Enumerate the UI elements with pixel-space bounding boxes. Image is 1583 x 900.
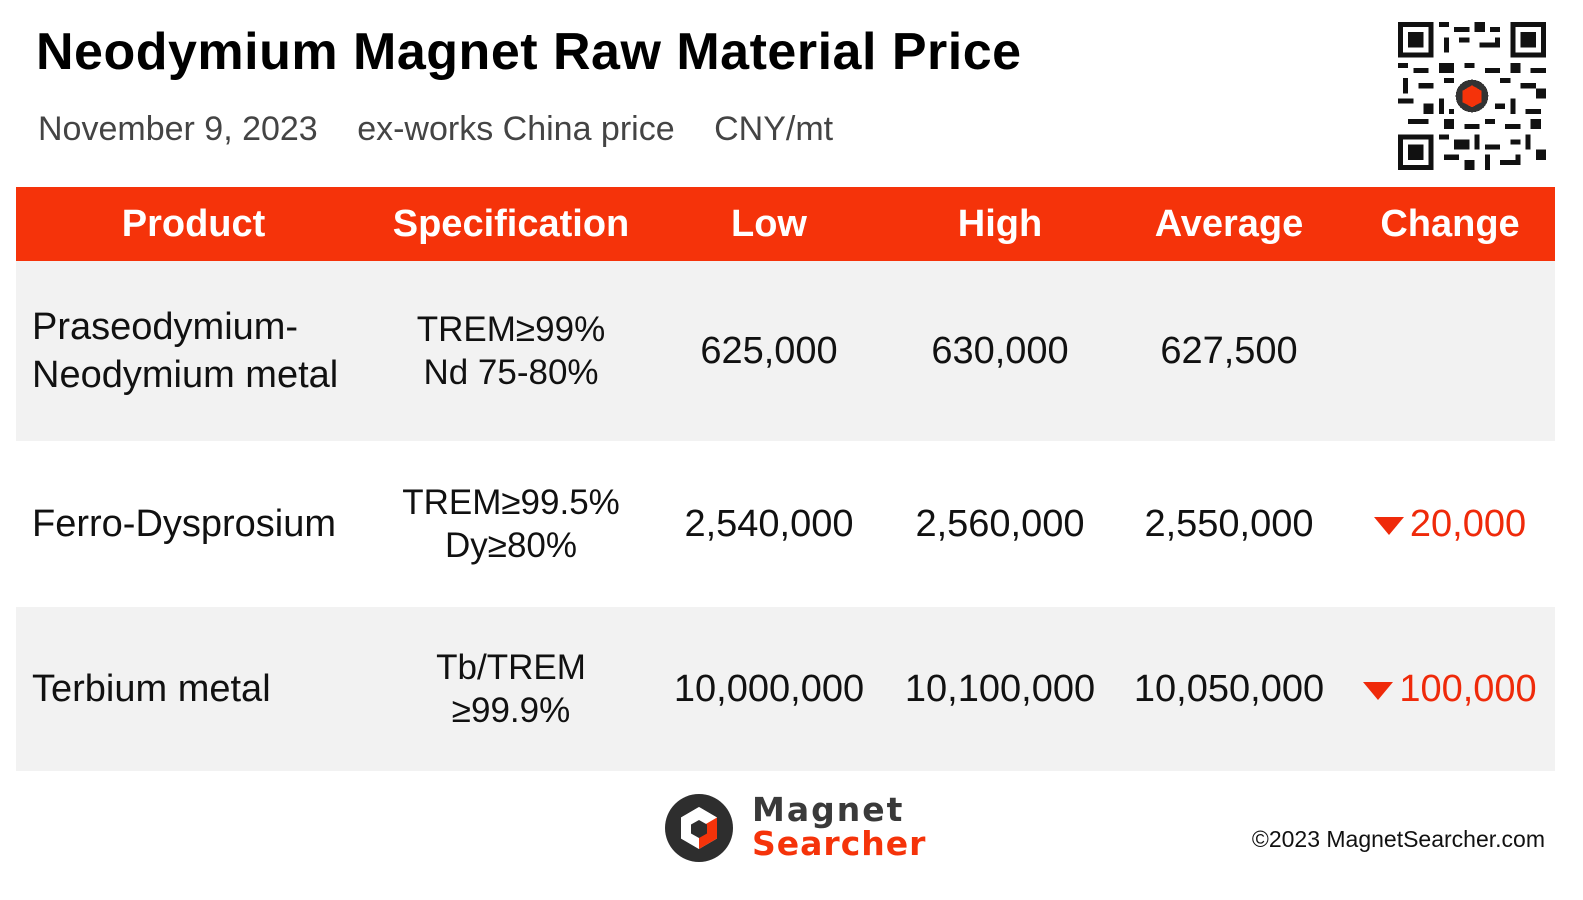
spec-line2: ≥99.9% <box>451 691 571 730</box>
product-cell: Terbium metal <box>16 665 371 713</box>
table-header: Product Specification Low High Average C… <box>16 187 1555 261</box>
spec-line1: Tb/TREM <box>436 648 586 687</box>
low-price-cell: 625,000 <box>700 329 838 372</box>
low-price-cell: 10,000,000 <box>673 667 865 710</box>
spec-line2: Dy≥80% <box>444 526 578 565</box>
average-price-cell: 2,550,000 <box>1144 502 1314 545</box>
logo-text-searcher: Searcher <box>752 824 927 863</box>
price-basis: ex-works China price <box>357 110 675 148</box>
product-name-line1: Praseodymium- <box>32 306 299 348</box>
subtitle: November 9, 2023 ex-works China price CN… <box>38 110 863 149</box>
high-price-cell: 630,000 <box>931 329 1069 372</box>
column-header-low: Low <box>731 202 807 245</box>
table-row: Terbium metal Tb/TREM ≥99.9% 10,000,000 … <box>16 607 1555 771</box>
triangle-down-icon <box>1373 517 1404 535</box>
spec-line1: TREM≥99% <box>416 310 606 349</box>
table-row: Ferro-Dysprosium TREM≥99.5% Dy≥80% 2,540… <box>16 441 1555 607</box>
logo-text-magnet: Magnet <box>752 790 905 829</box>
magnet-searcher-logo-icon <box>665 794 733 862</box>
average-price-cell: 10,050,000 <box>1133 667 1325 710</box>
qr-code-icon <box>1398 22 1546 170</box>
high-price-cell: 2,560,000 <box>915 502 1085 545</box>
logo-wordmark: Magnet Searcher <box>752 793 926 861</box>
change-value: 100,000 <box>1399 667 1537 710</box>
product-name-line2: Neodymium metal <box>32 354 339 396</box>
average-price-cell: 627,500 <box>1160 329 1298 372</box>
spec-cell: TREM≥99% Nd 75-80% <box>371 308 651 394</box>
triangle-down-icon <box>1363 682 1394 700</box>
spec-cell: Tb/TREM ≥99.9% <box>371 646 651 732</box>
change-value: 20,000 <box>1409 502 1527 545</box>
product-name-line1: Ferro-Dysprosium <box>32 503 337 545</box>
price-table: Product Specification Low High Average C… <box>16 187 1555 771</box>
spec-cell: TREM≥99.5% Dy≥80% <box>371 481 651 567</box>
change-cell: 20,000 <box>1345 503 1555 546</box>
page-title: Neodymium Magnet Raw Material Price <box>36 23 1022 81</box>
product-cell: Ferro-Dysprosium <box>16 500 371 548</box>
column-header-product: Product <box>121 202 266 245</box>
magnet-searcher-logo: Magnet Searcher <box>664 793 936 863</box>
table-row: Praseodymium- Neodymium metal TREM≥99% N… <box>16 261 1555 441</box>
price-unit: CNY/mt <box>714 110 834 148</box>
high-price-cell: 10,100,000 <box>904 667 1096 710</box>
copyright-notice: ©2023 MagnetSearcher.com <box>1251 826 1545 852</box>
column-header-average: Average <box>1154 202 1304 245</box>
product-name-line1: Terbium metal <box>32 668 271 710</box>
product-cell: Praseodymium- Neodymium metal <box>16 303 371 399</box>
spec-line2: Nd 75-80% <box>423 353 599 392</box>
column-header-change: Change <box>1380 202 1520 245</box>
spec-line1: TREM≥99.5% <box>402 483 620 522</box>
column-header-high: High <box>957 202 1043 245</box>
column-header-specification: Specification <box>392 202 630 245</box>
report-date: November 9, 2023 <box>38 110 318 148</box>
change-cell: 100,000 <box>1345 668 1555 711</box>
low-price-cell: 2,540,000 <box>684 502 854 545</box>
